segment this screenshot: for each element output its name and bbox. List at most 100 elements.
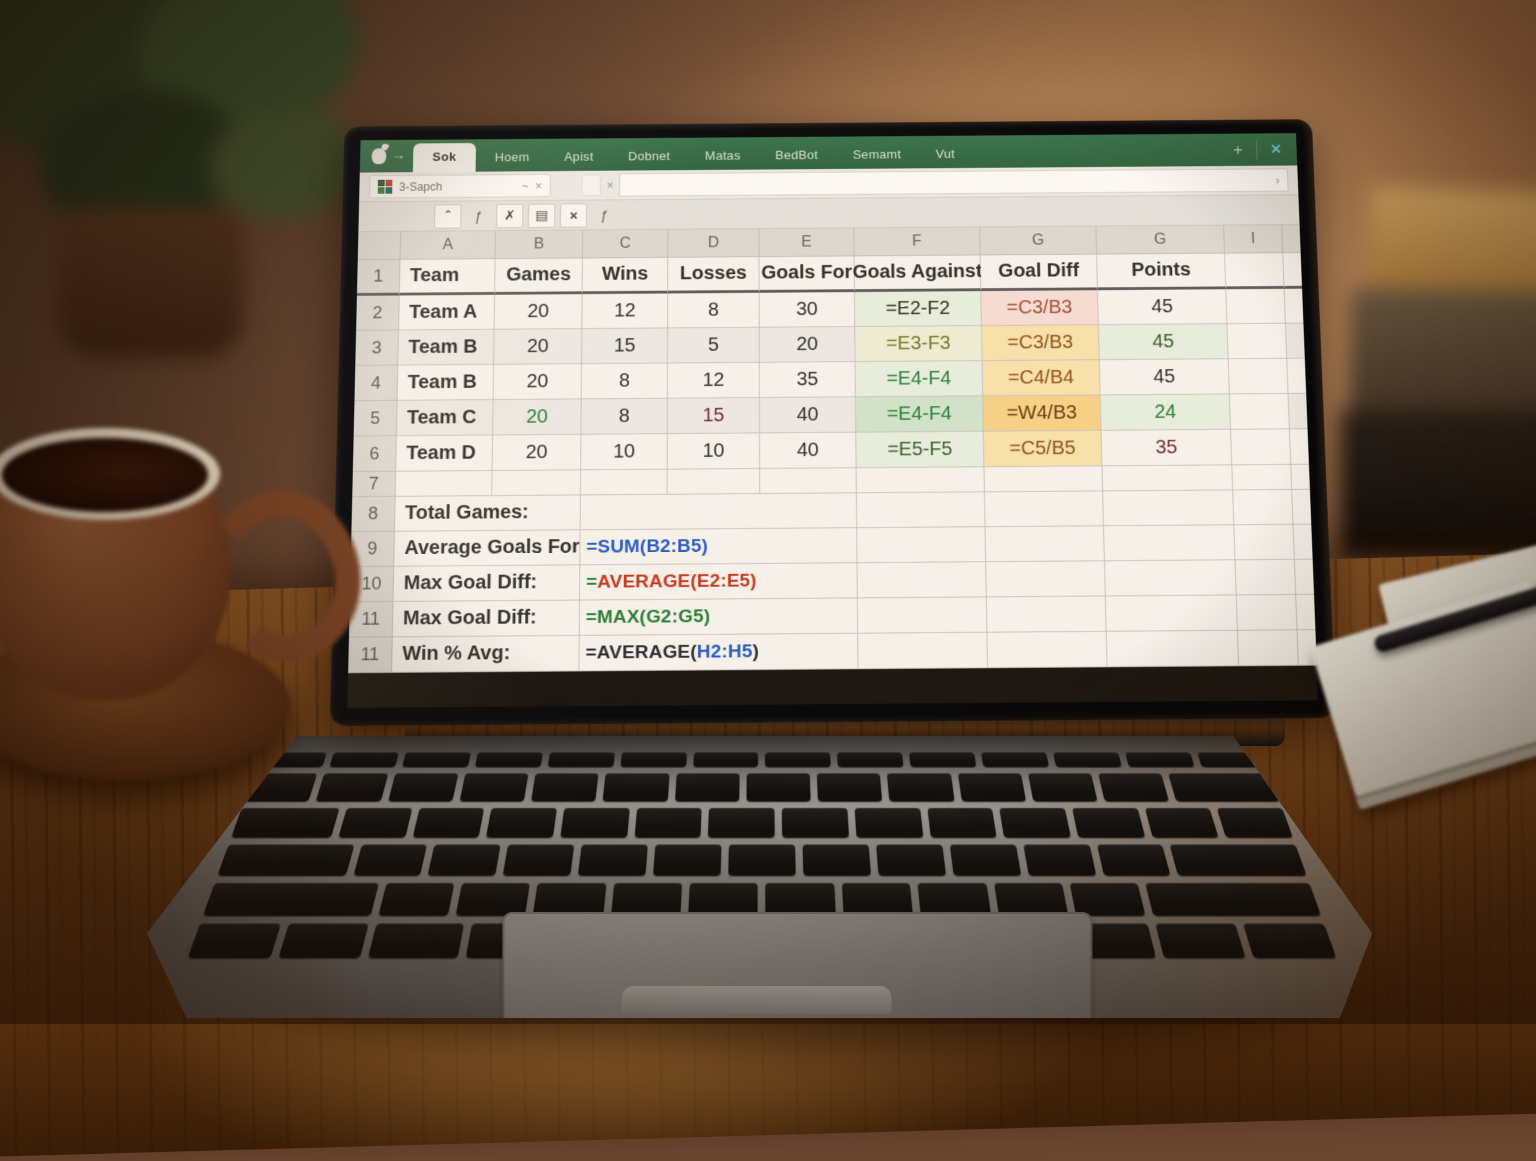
cell-r1c8[interactable]: Points bbox=[1097, 253, 1227, 291]
column-header-2[interactable]: B bbox=[495, 230, 584, 260]
cell-r4c2[interactable]: 20 bbox=[493, 364, 583, 401]
cell-r5c7[interactable]: =W4/B3 bbox=[983, 395, 1102, 432]
cell-r1c7[interactable]: Goal Diff bbox=[980, 254, 1098, 292]
formula-cell[interactable]: =AVERAGE(H2:H5) bbox=[579, 633, 859, 672]
ribbon-tab-apist[interactable]: Apist bbox=[564, 149, 594, 164]
select-all-corner[interactable] bbox=[357, 231, 402, 261]
fx-label-2[interactable]: ƒ bbox=[600, 207, 609, 223]
formula-bar[interactable]: › bbox=[619, 168, 1289, 197]
cell-empty[interactable] bbox=[1102, 465, 1234, 492]
caret-button[interactable]: ˆ bbox=[434, 203, 462, 229]
share-icon[interactable]: + bbox=[1232, 140, 1258, 160]
cell-r1c3[interactable]: Wins bbox=[582, 257, 669, 295]
cell-r3c8[interactable]: 45 bbox=[1098, 324, 1229, 361]
ribbon-tab-hoem[interactable]: Hoem bbox=[494, 150, 530, 165]
cell-r3c2[interactable]: 20 bbox=[494, 329, 583, 365]
cell-r6c6[interactable]: =E5-F5 bbox=[856, 431, 985, 469]
cell-r2c5[interactable]: 30 bbox=[759, 292, 856, 328]
cell-r2c3[interactable]: 12 bbox=[582, 293, 669, 330]
name-box[interactable]: 3-Sapch ~ × bbox=[368, 173, 551, 199]
cell-r4c4[interactable]: 12 bbox=[667, 362, 760, 399]
cell-r1c1[interactable]: Team bbox=[399, 259, 496, 296]
cell-r6c8[interactable]: 35 bbox=[1101, 429, 1233, 467]
column-header-6[interactable]: F bbox=[854, 227, 981, 257]
column-header-9[interactable]: I bbox=[1224, 225, 1284, 254]
cell-empty[interactable] bbox=[1233, 489, 1294, 526]
cell-r3c7[interactable]: =C3/B3 bbox=[981, 325, 1100, 362]
column-header-1[interactable]: A bbox=[400, 231, 496, 260]
cell-empty[interactable] bbox=[492, 470, 582, 497]
column-header-3[interactable]: C bbox=[582, 229, 669, 259]
cell-r2c2[interactable]: 20 bbox=[494, 294, 583, 330]
cell-r6c9[interactable] bbox=[1231, 429, 1292, 466]
cell-r6c1[interactable]: Team D bbox=[396, 435, 494, 472]
clear-name-icon[interactable]: × bbox=[535, 179, 543, 193]
cell-r1c2[interactable]: Games bbox=[495, 258, 583, 295]
cancel-entry-icon[interactable]: × bbox=[606, 178, 614, 192]
formula-cell[interactable] bbox=[580, 493, 858, 531]
cell-r4c9[interactable] bbox=[1228, 358, 1289, 395]
column-header-4[interactable]: D bbox=[668, 229, 760, 258]
cell-r1c9[interactable] bbox=[1225, 253, 1285, 290]
cell-r3c1[interactable]: Team B bbox=[398, 329, 495, 366]
cell-r5c2[interactable]: 20 bbox=[493, 399, 582, 436]
ribbon-tab-matas[interactable]: Matas bbox=[704, 148, 741, 163]
cell-r4c3[interactable]: 8 bbox=[581, 363, 668, 400]
cell-r2c4[interactable]: 8 bbox=[668, 292, 760, 329]
cell-empty[interactable] bbox=[858, 632, 989, 670]
cell-r5c5[interactable]: 40 bbox=[759, 397, 857, 434]
row-number[interactable]: 6 bbox=[352, 436, 397, 473]
row-number[interactable]: 1 bbox=[356, 259, 401, 296]
cell-empty[interactable] bbox=[1236, 594, 1298, 631]
cell-r4c7[interactable]: =C4/B4 bbox=[982, 360, 1101, 397]
cell-r3c4[interactable]: 5 bbox=[667, 327, 760, 364]
row-number[interactable]: 7 bbox=[352, 471, 397, 498]
row-number[interactable]: 4 bbox=[354, 365, 399, 402]
cell-empty[interactable] bbox=[856, 467, 985, 494]
formula-cell[interactable]: = AVERAGE(E2:E5) bbox=[580, 563, 858, 601]
ribbon-tab-sok[interactable]: Sok bbox=[412, 143, 476, 173]
cell-r4c5[interactable]: 35 bbox=[759, 362, 856, 398]
cell-empty[interactable] bbox=[1232, 464, 1293, 491]
cell-r6c2[interactable]: 20 bbox=[492, 434, 582, 472]
cell-empty[interactable] bbox=[857, 597, 988, 634]
cell-empty[interactable] bbox=[984, 466, 1104, 493]
cell-empty[interactable] bbox=[1105, 595, 1238, 632]
cell-empty[interactable] bbox=[760, 468, 857, 495]
cell-r6c4[interactable]: 10 bbox=[667, 433, 761, 470]
cell-r4c1[interactable]: Team B bbox=[397, 364, 495, 401]
cell-empty[interactable] bbox=[1103, 490, 1235, 527]
cell-r3c5[interactable]: 20 bbox=[759, 326, 856, 363]
formula-label[interactable]: Average Goals For: bbox=[394, 530, 586, 567]
cell-r1c6[interactable]: Goals Against bbox=[852, 255, 982, 293]
cell-empty[interactable] bbox=[1103, 525, 1236, 562]
cell-r6c3[interactable]: 10 bbox=[581, 434, 668, 471]
cell-r5c4[interactable]: 15 bbox=[667, 397, 761, 435]
cell-empty[interactable] bbox=[857, 562, 987, 599]
row-number[interactable]: 2 bbox=[356, 295, 400, 331]
formula-bar-chevron-icon[interactable]: › bbox=[1275, 173, 1280, 187]
cell-empty[interactable] bbox=[580, 469, 668, 496]
cell-r1c5[interactable]: Goals For bbox=[759, 256, 855, 293]
cell-r3c3[interactable]: 15 bbox=[582, 328, 669, 365]
paste-button[interactable]: ▤ bbox=[527, 203, 556, 228]
cell-empty[interactable] bbox=[1234, 524, 1295, 561]
ribbon-tab-semamt[interactable]: Semamt bbox=[852, 147, 902, 162]
ribbon-tab-bedbot[interactable]: BedBot bbox=[775, 147, 819, 163]
cell-r5c6[interactable]: =E4-F4 bbox=[855, 396, 984, 433]
formula-cell[interactable]: =SUM(B2:B5) bbox=[580, 528, 858, 566]
ribbon-tab-dobnet[interactable]: Dobnet bbox=[628, 148, 671, 164]
cancel-button[interactable]: × bbox=[559, 202, 588, 228]
cell-r6c5[interactable]: 40 bbox=[760, 432, 857, 469]
cell-r3c9[interactable] bbox=[1227, 323, 1288, 360]
cell-empty[interactable] bbox=[986, 596, 1107, 633]
formula-label[interactable]: Total Games: bbox=[394, 495, 581, 532]
cell-empty[interactable] bbox=[987, 631, 1108, 669]
cell-r6c7[interactable]: =C5/B5 bbox=[983, 430, 1103, 468]
close-window-icon[interactable]: × bbox=[1270, 139, 1282, 159]
formula-label[interactable]: Max Goal Diff: bbox=[393, 565, 581, 602]
cell-r5c8[interactable]: 24 bbox=[1100, 394, 1232, 431]
cell-r2c1[interactable]: Team A bbox=[399, 294, 496, 331]
cell-empty[interactable] bbox=[857, 527, 987, 564]
cell-r5c9[interactable] bbox=[1229, 393, 1290, 430]
